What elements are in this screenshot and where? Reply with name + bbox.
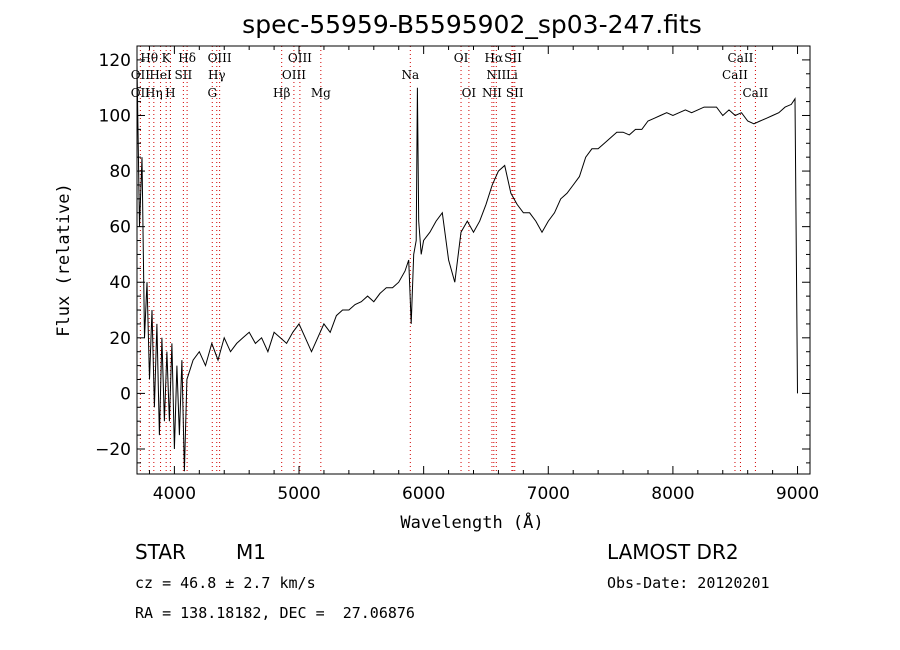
- line-label-27: CaII: [742, 86, 768, 100]
- line-label-2: OII: [131, 86, 151, 100]
- x-tick-label-0: 4000: [153, 484, 196, 504]
- line-label-18: OI: [462, 86, 477, 100]
- line-label-13: OIII: [282, 68, 306, 82]
- redshift-cz: cz = 46.8 ± 2.7 km/s: [135, 574, 316, 592]
- line-label-3: K: [162, 51, 172, 65]
- line-marks: [139, 46, 756, 474]
- object-subclass: M1: [236, 540, 266, 564]
- line-label-5: SII: [175, 68, 193, 82]
- axis-ticks: 4000 5000 6000 7000 8000 9000 −20 0 20 40 60 80 100 1…: [95, 45, 819, 504]
- line-label-24: SII: [506, 86, 524, 100]
- line-label-23: NII: [482, 86, 502, 100]
- y-tick-label-1: 0: [120, 384, 131, 404]
- y-tick-label-4: 60: [109, 218, 131, 238]
- y-tick-label-2: 20: [109, 329, 131, 349]
- x-tick-label-3: 7000: [527, 484, 570, 504]
- flux-series-line: [136, 65, 798, 472]
- line-label-9: OIII: [208, 51, 232, 65]
- line-label-19: Hα: [485, 51, 504, 65]
- line-label-0: Hθ: [140, 51, 158, 65]
- line-label-10: Hγ: [208, 68, 226, 82]
- ra-dec: RA = 138.18182, DEC = 27.06876: [135, 604, 415, 622]
- y-tick-label-5: 80: [109, 162, 131, 182]
- y-axis-label: Flux (relative): [54, 183, 74, 337]
- line-label-14: Hβ: [273, 86, 290, 100]
- plot-frame: [136, 45, 811, 475]
- x-tick-label-1: 5000: [277, 484, 320, 504]
- line-label-22: Li: [506, 68, 518, 82]
- line-label-12: OIII: [288, 51, 312, 65]
- observation-date: Obs-Date: 20120201: [607, 574, 770, 592]
- line-label-4: HeI: [149, 68, 172, 82]
- chart-title: spec-55959-B5595902_sp03-247.fits: [242, 10, 702, 39]
- line-label-8: Hδ: [178, 51, 196, 65]
- line-label-15: Mg: [311, 86, 331, 100]
- line-label-21: NII: [486, 68, 506, 82]
- line-label-20: SII: [504, 51, 522, 65]
- x-tick-label-2: 6000: [402, 484, 445, 504]
- line-label-6: Hη: [145, 86, 163, 100]
- object-class: STAR: [135, 540, 186, 564]
- line-label-1: OII: [131, 68, 151, 82]
- x-tick-label-5: 9000: [776, 484, 819, 504]
- line-label-25: CaII: [728, 51, 754, 65]
- survey-name: LAMOST DR2: [607, 540, 739, 564]
- line-label-7: H: [165, 86, 175, 100]
- line-label-17: OI: [454, 51, 469, 65]
- y-tick-label-7: 120: [99, 51, 131, 71]
- x-axis-label: Wavelength (Å): [400, 511, 543, 533]
- line-label-16: Na: [401, 68, 419, 82]
- x-tick-label-4: 8000: [651, 484, 694, 504]
- y-tick-label-0: −20: [95, 440, 131, 460]
- line-label-11: G: [207, 86, 217, 100]
- y-tick-label-3: 40: [109, 273, 131, 293]
- line-label-26: CaII: [722, 68, 748, 82]
- y-tick-label-6: 100: [99, 106, 131, 126]
